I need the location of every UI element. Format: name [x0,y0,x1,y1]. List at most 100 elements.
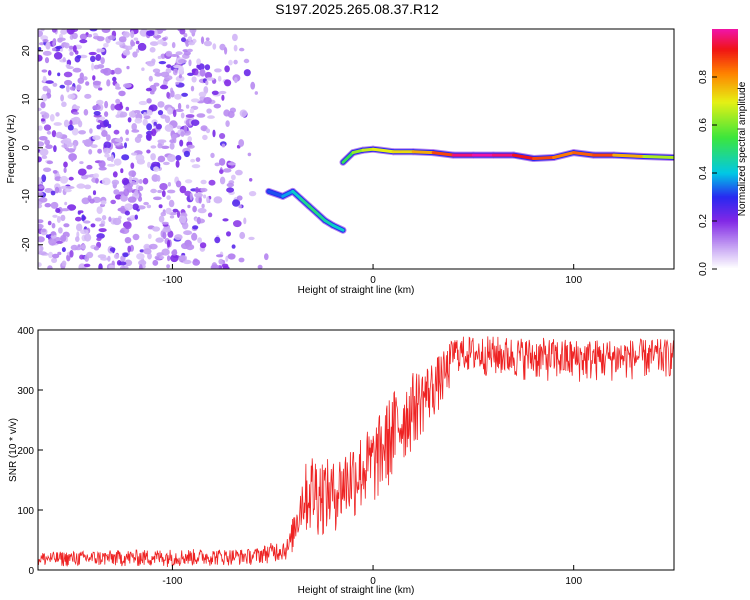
spectrogram-x-tick-label: 100 [565,275,582,286]
noise-blob [80,244,86,250]
noise-blob [99,223,105,227]
noise-blob [170,90,175,98]
noise-blob [42,50,52,56]
colorbar-step [712,97,738,100]
noise-blob [38,197,48,203]
noise-blob [93,111,101,116]
noise-blob [61,247,66,253]
noise-blob [96,206,103,215]
noise-blob [130,30,135,38]
noise-blob [238,139,245,147]
snr-x-tick-label: -100 [162,576,182,587]
emission-trace-segment [299,197,311,208]
spectrogram-y-tick-label: 0 [21,145,32,151]
noise-blob [225,255,229,262]
noise-blob [96,48,106,53]
noise-blob [61,101,67,108]
noise-blob [118,261,127,266]
colorbar-step [712,105,738,108]
noise-blob [206,108,212,114]
colorbar-step [712,77,738,80]
colorbar-step [712,75,738,78]
noise-blob [219,169,224,174]
noise-blob [120,265,129,269]
noise-blob [61,144,70,148]
colorbar-step [712,201,738,204]
noise-blob [156,252,165,257]
noise-blob [203,97,212,104]
noise-blob [63,161,68,168]
noise-blob [38,125,43,131]
noise-blob [51,222,56,229]
noise-blob [175,180,182,188]
noise-blob [204,71,213,79]
carrier-trace-segment [361,147,375,152]
noise-blob [164,115,171,124]
spectrogram-noise [38,29,269,269]
colorbar-step [712,125,738,128]
noise-blob [73,142,77,151]
snr-x-tick-label: 100 [565,576,582,587]
noise-blob [149,104,158,112]
colorbar-step [712,179,738,182]
noise-blob [96,237,102,241]
noise-blob [182,221,189,230]
colorbar-step [712,153,738,156]
noise-blob [224,47,228,55]
noise-blob [107,163,116,167]
noise-blob [120,168,124,174]
colorbar-step [712,117,738,120]
colorbar-tick-label: 0.2 [698,214,709,228]
noise-blob [103,147,111,154]
colorbar-step [712,145,738,148]
noise-blob [113,253,120,260]
noise-blob [148,75,153,82]
noise-blob [149,90,155,95]
colorbar-step [712,197,738,200]
noise-blob [104,153,110,158]
noise-blob [197,207,207,214]
noise-blob [172,208,179,213]
carrier-trace-segment [572,151,596,157]
noise-blob [146,123,153,131]
colorbar-step [712,109,738,112]
noise-blob [83,220,91,224]
noise-blob [112,76,117,82]
noise-blob [83,109,89,116]
noise-blob [199,68,206,77]
noise-blob [58,186,62,194]
noise-blob [174,93,182,100]
noise-blob [165,207,172,215]
noise-blob [179,215,187,224]
colorbar-step [712,73,738,76]
noise-blob [98,166,107,171]
noise-blob [157,39,163,45]
noise-blob [46,160,54,165]
colorbar-step [712,99,738,102]
noise-blob [183,230,193,236]
noise-blob [82,139,86,144]
colorbar-step [712,203,738,206]
carrier-trace-segment [431,151,455,157]
noise-blob [51,29,57,33]
noise-blob [157,155,166,163]
noise-blob [56,216,61,223]
noise-blob [222,168,232,173]
noise-blob [51,130,57,138]
noise-blob [118,90,126,97]
noise-blob [222,218,229,222]
noise-blob [50,201,59,209]
noise-blob [137,42,147,51]
noise-blob [125,106,130,111]
noise-blob [175,51,183,56]
noise-blob [52,214,58,218]
colorbar-step [712,177,738,180]
noise-blob [187,36,193,42]
noise-blob [96,233,105,239]
noise-blob [95,178,99,184]
noise-blob [226,187,235,193]
noise-blob [170,54,179,57]
noise-blob [38,262,42,267]
noise-blob [77,244,81,248]
noise-blob [41,228,47,233]
